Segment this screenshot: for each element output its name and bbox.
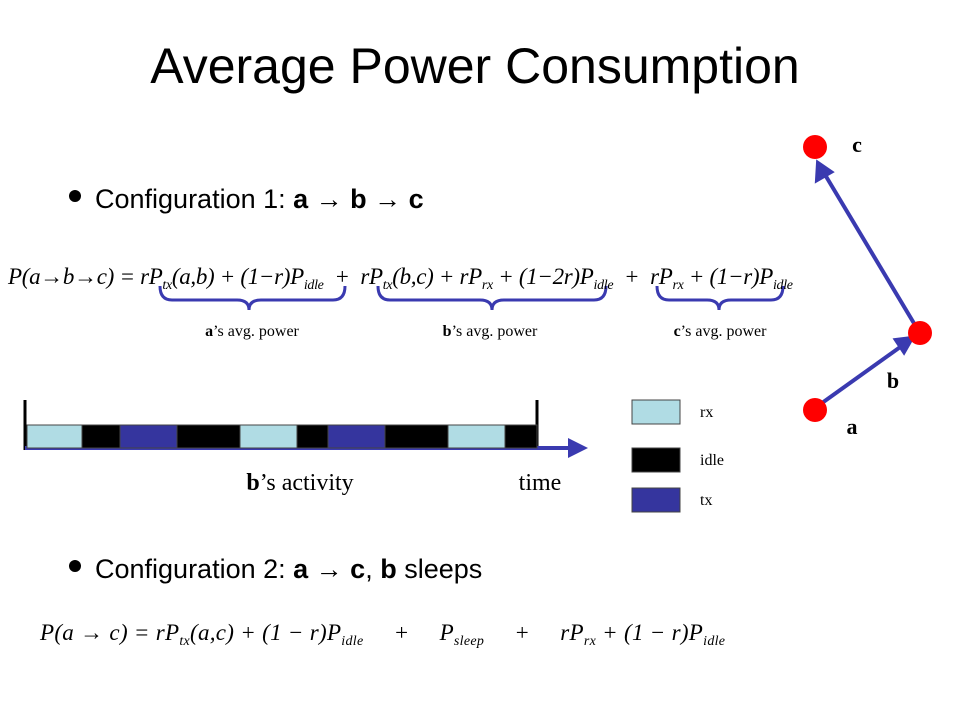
formula-subscript: rx xyxy=(584,634,597,649)
formula-subscript: tx xyxy=(162,278,173,293)
formula-part: + rP xyxy=(324,264,384,289)
bullet-part: c xyxy=(350,554,365,584)
formula-subscript: rx xyxy=(482,278,494,293)
formula: P(a → c) = rPtx(a,c) + (1 − r)Pidle + Ps… xyxy=(39,620,725,649)
legend-label: idle xyxy=(700,452,724,469)
formula-subscript: idle xyxy=(304,278,324,293)
label-text: ’s avg. power xyxy=(452,323,538,340)
node-label: b xyxy=(887,368,899,393)
bullet-text: Configuration 1: a → b → c xyxy=(95,184,424,214)
formula-part: (a,c) + (1 − r)P xyxy=(190,620,341,645)
formula-subscript: idle xyxy=(341,634,363,649)
activity-segment xyxy=(447,424,506,449)
node-label: a xyxy=(847,414,858,439)
activity-segment xyxy=(119,424,178,449)
node xyxy=(803,135,827,159)
formula-part: + rP xyxy=(613,264,673,289)
node xyxy=(908,321,932,345)
label-text: ’s avg. power xyxy=(681,323,767,340)
formula-part: (b,c) + rP xyxy=(392,264,482,289)
legend-swatch xyxy=(631,447,681,473)
activity-segment xyxy=(81,424,121,449)
bullet-part: → xyxy=(308,554,350,584)
activity-segment xyxy=(327,424,386,449)
label-text: ’s activity xyxy=(260,470,354,496)
axis-label: time xyxy=(519,470,562,496)
activity-segment xyxy=(296,424,329,449)
activity-segment xyxy=(384,424,449,449)
node-name: b xyxy=(246,470,259,496)
legend-label: tx xyxy=(700,492,712,509)
formula-part: P(a→b→c) = rP xyxy=(7,264,163,289)
bullet-part: Configuration 1: xyxy=(95,184,293,214)
node-name: c xyxy=(674,323,681,340)
node-name: a xyxy=(205,323,213,340)
legend-swatch xyxy=(631,487,681,513)
activity-segment xyxy=(239,424,298,449)
formula-part: + (1−r)P xyxy=(683,264,773,289)
edges xyxy=(813,159,920,410)
activity-label: b’s activity xyxy=(246,470,353,496)
formula-subscript: idle xyxy=(773,278,793,293)
formula-subscript: sleep xyxy=(454,634,484,649)
label-text: ’s avg. power xyxy=(213,323,299,340)
formula-subscript: tx xyxy=(179,634,190,649)
bullet-part: b xyxy=(380,554,397,584)
formula-part: + (1−2r)P xyxy=(493,264,594,289)
brace-label: a’s avg. power xyxy=(205,323,299,340)
node-name: b xyxy=(443,323,452,340)
bullet-part: , xyxy=(365,554,380,584)
formula-part: (a,b) + (1−r)P xyxy=(172,264,304,289)
formula-subscript: tx xyxy=(383,278,394,293)
node xyxy=(803,398,827,422)
bullet-part: Configuration 2: xyxy=(95,554,293,584)
brace-label: b’s avg. power xyxy=(443,323,538,340)
bullet-part: a → b → c xyxy=(293,184,424,214)
bullet-dot xyxy=(69,190,81,202)
formula-part: P(a → c) = rP xyxy=(39,620,179,645)
formula: P(a→b→c) = rPtx(a,b) + (1−r)Pidle + rPtx… xyxy=(7,264,793,293)
node-label: c xyxy=(852,132,862,157)
bullet-part: sleeps xyxy=(397,554,483,584)
activity-segment xyxy=(176,424,241,449)
activity-segment xyxy=(26,424,83,449)
braces xyxy=(158,285,785,311)
legend-label: rx xyxy=(700,404,713,421)
formula-part: + (1 − r)P xyxy=(596,620,703,645)
time-arrow xyxy=(568,438,588,458)
formula-subscript: idle xyxy=(703,634,725,649)
activity-segment xyxy=(504,424,538,449)
formula-subscript: idle xyxy=(594,278,614,293)
formula-subscript: rx xyxy=(672,278,684,293)
legend-swatch xyxy=(631,399,681,425)
bullet-text: Configuration 2: a → c, b sleeps xyxy=(95,554,482,584)
bullet-dot xyxy=(69,560,81,572)
slide-title: Average Power Consumption xyxy=(150,38,799,94)
brace-label: c’s avg. power xyxy=(674,323,768,340)
formula-part: + rP xyxy=(484,620,583,645)
bullet-part: a xyxy=(293,554,309,584)
formula-part: + P xyxy=(363,620,453,645)
